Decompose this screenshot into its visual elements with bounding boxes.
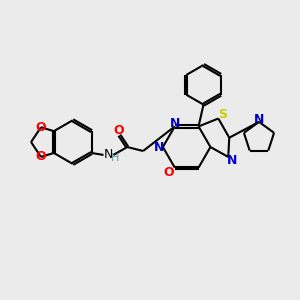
Text: S: S [218,108,227,121]
Text: O: O [113,124,124,137]
Text: H: H [111,153,120,163]
Text: N: N [154,140,164,154]
Text: O: O [36,121,46,134]
Text: O: O [164,166,174,179]
Text: O: O [36,150,46,164]
Text: N: N [254,113,264,126]
Text: N: N [227,154,237,167]
Text: N: N [169,117,180,130]
Text: N: N [104,148,113,161]
